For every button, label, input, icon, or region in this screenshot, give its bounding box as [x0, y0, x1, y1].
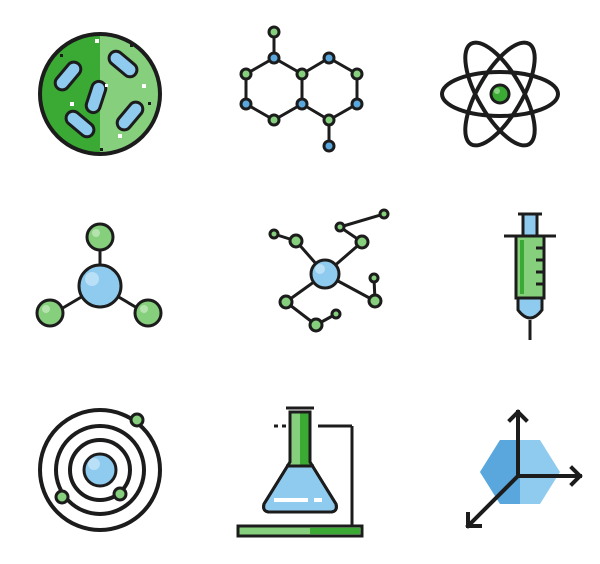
atom-icon	[400, 0, 600, 188]
orbit-icon	[0, 376, 200, 564]
molecule-structure-icon	[200, 0, 400, 188]
molecule-network-icon	[200, 188, 400, 376]
syringe-icon	[400, 188, 600, 376]
3d-axis-cube-icon	[400, 376, 600, 564]
flask-stand-icon	[200, 376, 400, 564]
molecule-bonds-icon	[0, 188, 200, 376]
bacteria-icon	[0, 0, 200, 188]
